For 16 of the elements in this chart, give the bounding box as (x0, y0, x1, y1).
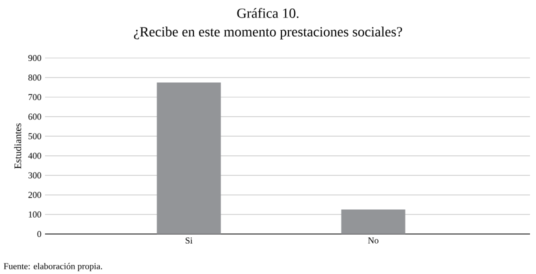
chart-title: Gráfica 10. (237, 8, 298, 18)
y-axis-title: Estudiantes (14, 123, 22, 169)
y-tick-label: 200 (28, 192, 42, 198)
y-tick-label: 300 (28, 172, 42, 178)
y-tick-label: 600 (28, 114, 42, 120)
y-tick-label: 100 (28, 211, 42, 218)
y-tick-label: 400 (28, 152, 42, 159)
y-tick-label: 0 (37, 230, 42, 238)
y-tick-label: 500 (28, 133, 42, 140)
y-tick-label: 800 (28, 74, 42, 81)
x-tick-label: No (368, 238, 378, 244)
y-tick-label: 900 (28, 54, 42, 62)
x-tick-label: Si (186, 238, 192, 244)
source-note: Fuente: elaboración propia. (4, 262, 102, 272)
y-tick-label: 700 (28, 94, 42, 100)
chart-subtitle: ¿Recibe en este momento prestaciones sociales? (134, 26, 402, 40)
